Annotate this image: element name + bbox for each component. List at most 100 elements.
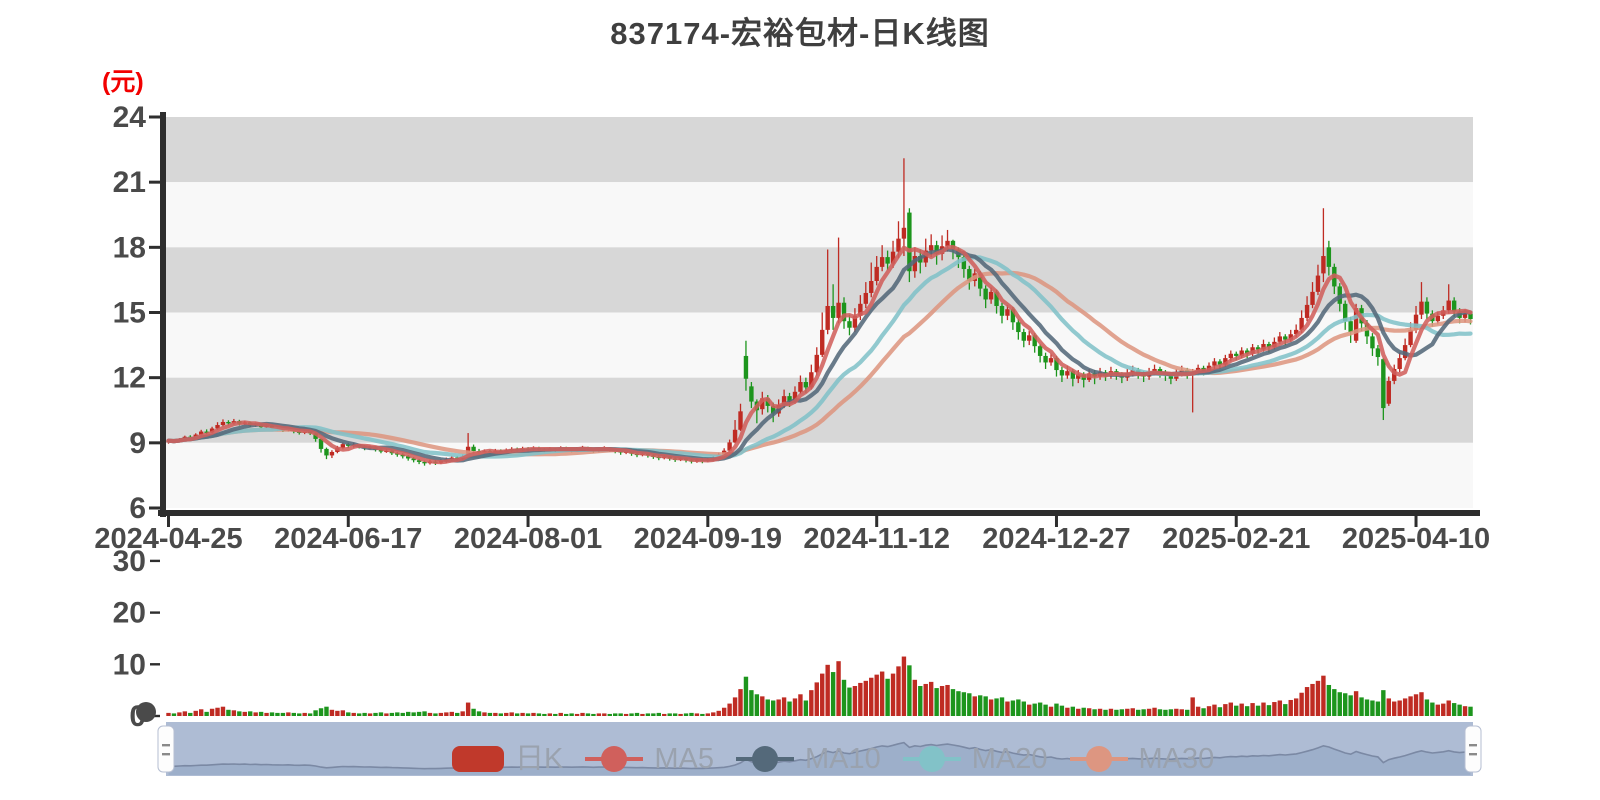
volume-bar [166, 712, 171, 716]
volume-bar [253, 712, 258, 716]
volume-bar [1212, 704, 1217, 716]
volume-bar [749, 690, 754, 716]
candle-body [869, 281, 874, 293]
volume-bar [1021, 701, 1026, 716]
volume-bar [569, 713, 574, 716]
volume-bar [1054, 703, 1059, 716]
candle-body [820, 329, 825, 355]
volume-bar [700, 713, 705, 716]
volume-bar [754, 694, 760, 716]
volume-bar [237, 711, 242, 716]
navigator-right-handle[interactable] [1464, 725, 1482, 773]
volume-bar [395, 712, 400, 716]
volume-bar [912, 679, 918, 716]
candle-wick [1322, 208, 1325, 283]
volume-bar [1076, 708, 1081, 716]
volume-bar [1430, 702, 1435, 716]
candle-body [313, 433, 318, 439]
ma20-legend-icon [902, 746, 961, 772]
volume-bar [1065, 707, 1070, 716]
candle-body [847, 321, 852, 328]
volume-bar [1244, 706, 1250, 716]
y-axis-label: 18 [113, 231, 146, 264]
x-axis-label: 2024-04-25 [94, 523, 242, 555]
volume-bar [1304, 687, 1310, 716]
volume-bar [651, 713, 656, 716]
volume-bar [1108, 708, 1114, 716]
volume-bar [939, 686, 945, 716]
candle-body [1228, 353, 1234, 359]
volume-bar [1343, 693, 1348, 716]
volume-bar [313, 710, 318, 716]
legend-item-ma20[interactable]: MA20 [902, 741, 1048, 777]
volume-bar [896, 666, 901, 716]
candle-body [1408, 329, 1413, 346]
candle-body [1419, 301, 1424, 315]
legend-item-ma30[interactable]: MA30 [1069, 741, 1215, 777]
candle-body [1386, 380, 1391, 404]
candle-wick [756, 399, 758, 424]
volume-bar [269, 712, 275, 716]
volume-bar [389, 712, 395, 716]
volume-bar [1402, 698, 1408, 716]
candle-body [1032, 335, 1037, 347]
candle-body [1468, 313, 1473, 320]
y-axis-label: 9 [129, 427, 146, 460]
candle-body [1037, 346, 1043, 356]
volume-bar [1185, 709, 1190, 716]
volume-bar [1027, 704, 1032, 716]
volume-bar [465, 702, 471, 716]
volume-bar [1250, 703, 1255, 716]
candle-body [1397, 358, 1402, 369]
volume-bar [1103, 709, 1108, 716]
volume-bar [956, 691, 961, 716]
candle-body [1446, 300, 1451, 311]
volume-axis-label: 30 [113, 545, 146, 578]
volume-bar [602, 713, 607, 716]
y-axis-tick [149, 115, 160, 119]
volume-bar [329, 709, 335, 716]
candle-body [863, 292, 869, 304]
volume-bar [841, 679, 847, 716]
candle-body [1304, 304, 1310, 318]
volume-bar [1348, 695, 1353, 716]
volume-bar [498, 713, 504, 716]
volume-bar [1261, 702, 1266, 716]
volume-axis-tick [150, 663, 160, 666]
volume-bar [770, 700, 776, 716]
candle-body [978, 273, 983, 289]
candle-wick [903, 158, 905, 257]
legend-item-kline[interactable]: 日K [452, 741, 563, 777]
volume-bar [640, 713, 645, 716]
volume-bar [242, 711, 247, 716]
x-axis-label: 2024-09-19 [634, 523, 782, 555]
volume-bar [890, 673, 896, 716]
volume-bar [264, 712, 269, 716]
volume-bar [760, 696, 765, 716]
candle-body [814, 354, 819, 373]
legend-label-ma30: MA30 [1138, 743, 1215, 775]
candle-body [1392, 368, 1397, 381]
candle-body [1277, 336, 1283, 342]
navigator-left-handle[interactable] [157, 725, 175, 773]
volume-bar [531, 712, 536, 716]
navigator-left-knob[interactable] [136, 702, 156, 722]
volume-axis-tick [150, 559, 160, 563]
candle-body [798, 382, 803, 392]
y-axis-label: 24 [113, 101, 147, 134]
candle-body [1010, 309, 1016, 323]
data-zoom-navigator[interactable] [136, 702, 1482, 776]
volume-bar [171, 713, 177, 716]
legend-item-ma10[interactable]: MA10 [735, 741, 881, 777]
volume-bar [830, 672, 836, 716]
volume-bar [514, 713, 520, 716]
volume-bar [455, 712, 460, 716]
volume-bar [405, 711, 411, 716]
candle-body [999, 305, 1005, 316]
volume-bar [1179, 709, 1184, 716]
legend-item-ma5[interactable]: MA5 [585, 741, 714, 777]
x-axis-tick [875, 516, 879, 527]
candle-wick [1235, 351, 1237, 361]
volume-bar [547, 713, 553, 716]
candle-body [901, 227, 907, 239]
